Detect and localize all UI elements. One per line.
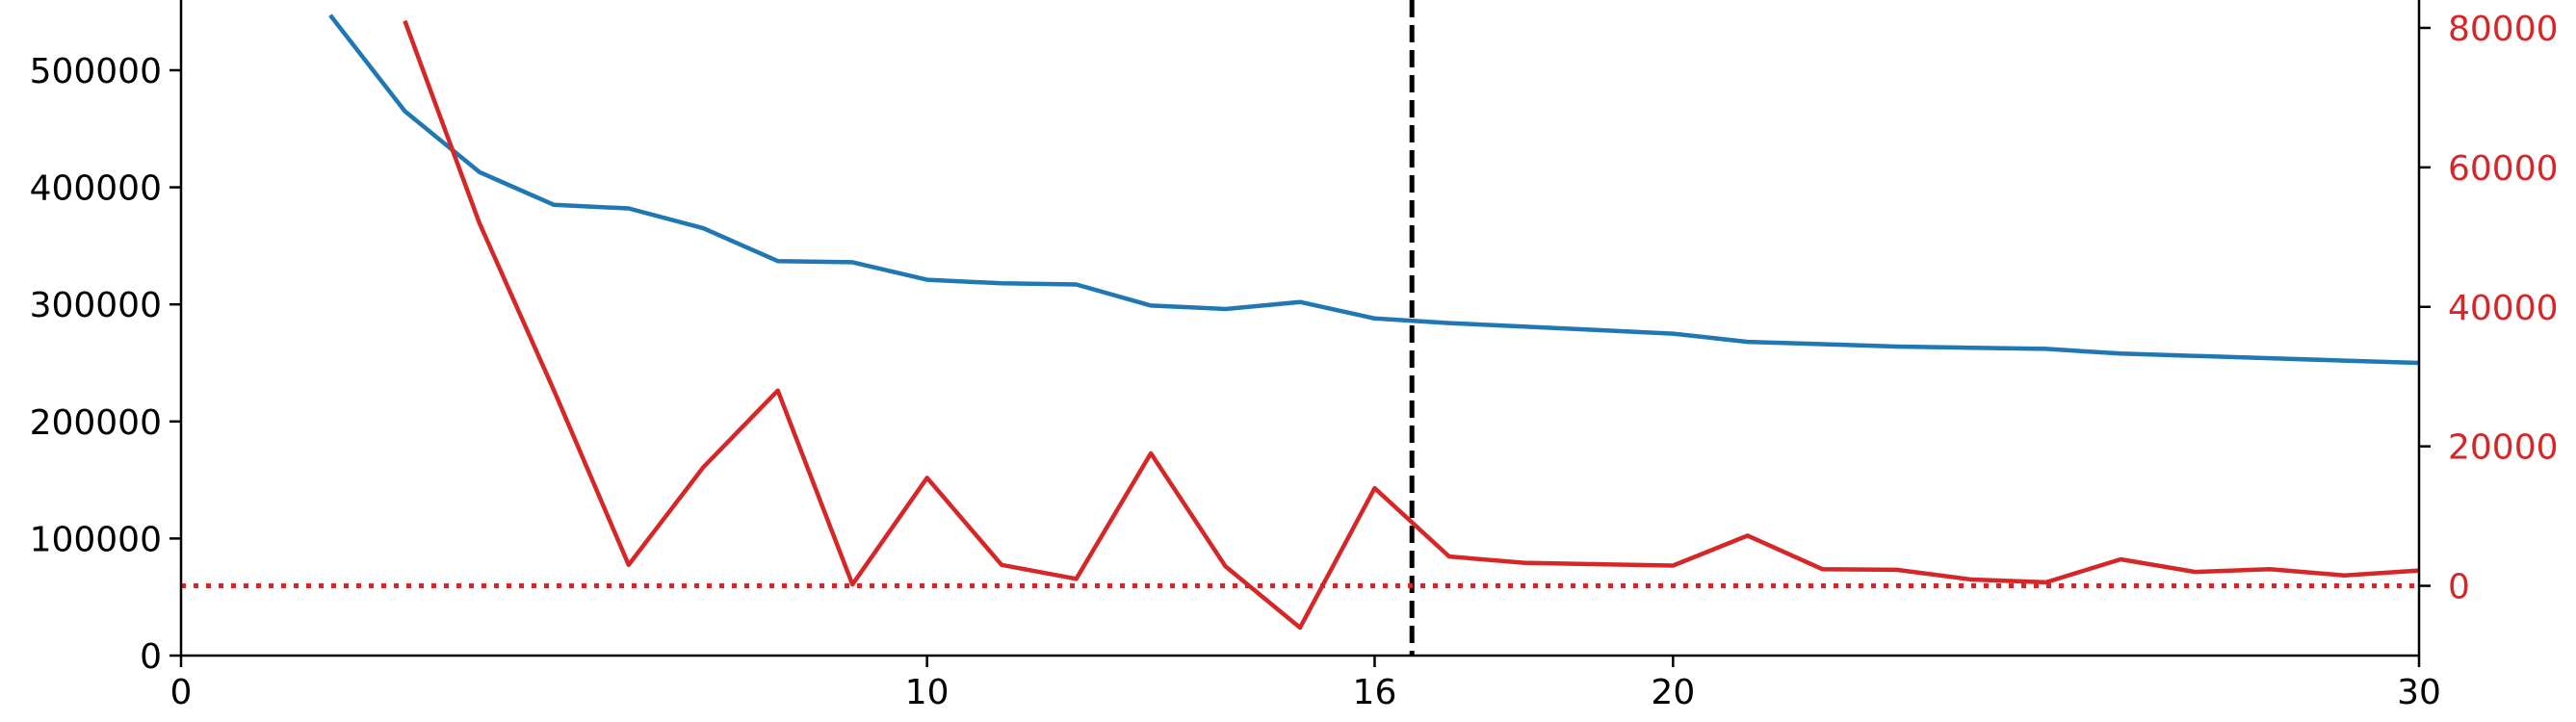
left-axis-series-line <box>328 13 2420 366</box>
x-tick-label: 10 <box>905 673 950 712</box>
right-y-tick-label: 20000 <box>2448 428 2559 468</box>
right-axis-series-line <box>403 19 2420 631</box>
x-tick-label: 20 <box>1651 673 1695 712</box>
left-y-tick-label: 400000 <box>30 169 162 209</box>
right-y-tick-label: 80000 <box>2448 10 2559 49</box>
right-y-tick-label: 40000 <box>2448 289 2559 328</box>
plot-area: 0 10 16 20 300100000200000300000400000500000… <box>30 0 2559 712</box>
left-y-tick-label: 300000 <box>30 286 162 325</box>
right-y-tick-label: 60000 <box>2448 149 2559 189</box>
left-y-tick-label: 200000 <box>30 403 162 443</box>
left-y-tick-label: 500000 <box>30 52 162 91</box>
left-y-tick-label: 100000 <box>30 520 162 559</box>
x-tick-label: 0 <box>170 673 193 712</box>
left-y-tick-label: 0 <box>140 637 162 677</box>
x-tick-label: 30 <box>2397 673 2441 712</box>
right-y-tick-label: 0 <box>2448 568 2470 607</box>
x-tick-label: 16 <box>1353 673 1397 712</box>
